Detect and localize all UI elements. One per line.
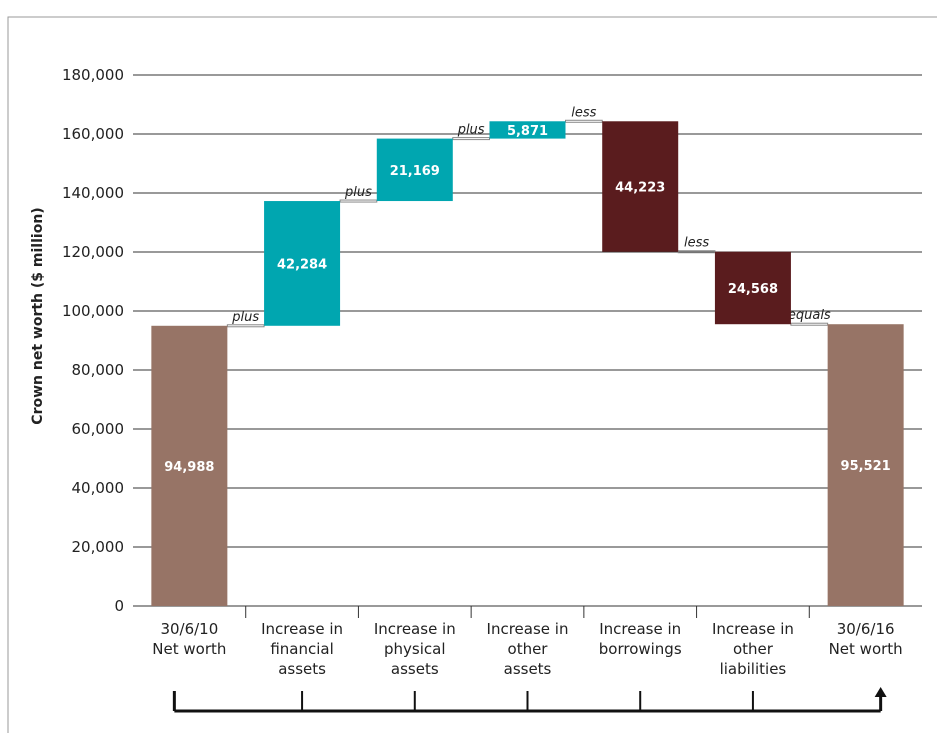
y-tick-label: 80,000 (72, 361, 125, 379)
y-tick-label: 20,000 (72, 538, 125, 556)
connector-label: less (684, 236, 709, 251)
category-label-line: other (508, 640, 549, 658)
bar (714, 251, 791, 325)
bar-value-label: 95,521 (841, 459, 891, 474)
category-label: Increase in physical assets (374, 620, 456, 678)
gridlines (133, 74, 922, 618)
category-label: 30/6/10 Net worth (152, 620, 226, 658)
category-label: Increase in borrowings (599, 620, 682, 658)
bar (264, 201, 341, 326)
category-label-line: Increase in (599, 620, 681, 638)
category-label-line: physical (384, 640, 446, 658)
category-label-line: assets (504, 660, 552, 678)
bar-value-label: 42,284 (277, 257, 327, 272)
category-label-line: other (733, 640, 774, 658)
category-label-line: liabilities (720, 660, 787, 678)
bottom-bracket (172, 687, 887, 713)
category-label-line: assets (391, 660, 439, 678)
category-label-line: Net worth (152, 640, 226, 658)
category-label-line: borrowings (599, 640, 682, 658)
bar-value-label: 44,223 (615, 181, 665, 196)
category-labels: 30/6/10 Net worth Increase in financial asse… (152, 620, 902, 678)
y-tick-label: 0 (114, 597, 124, 615)
y-tick-label: 120,000 (62, 243, 124, 261)
bar-value-label: 24,568 (728, 282, 778, 297)
category-label-line: Net worth (829, 640, 903, 658)
bar (602, 121, 679, 252)
category-label-line: 30/6/10 (160, 620, 218, 638)
bar-value-label: 21,169 (390, 164, 440, 179)
connector-label: plus (457, 123, 485, 138)
category-label-line: 30/6/16 (837, 620, 895, 638)
y-tick-labels: 0 20,000 40,000 60,000 80,000 100,000 120,000 1… (62, 66, 124, 615)
connector-line (339, 199, 378, 203)
y-tick-label: 140,000 (62, 184, 124, 202)
connector-label: equals (788, 308, 831, 323)
connector-label: plus (231, 310, 259, 325)
y-tick-label: 180,000 (62, 66, 124, 84)
category-label-line: assets (278, 660, 326, 678)
bar-value-labels: 94,988 42,284 21,169 5,871 44,223 24,568 95,52… (164, 124, 890, 475)
bar (376, 138, 453, 202)
connector-label: less (571, 105, 596, 120)
category-label-line: Increase in (487, 620, 569, 638)
category-label-line: Increase in (261, 620, 343, 638)
connectors: plus plus plus less less equals (226, 105, 831, 328)
bar-value-label: 5,871 (507, 124, 548, 139)
category-label: Increase in financial assets (261, 620, 343, 678)
outer-border (7, 16, 937, 733)
category-label-line: financial (270, 640, 333, 658)
bar (489, 121, 566, 139)
arrow-up-icon (874, 687, 887, 697)
bar (827, 324, 904, 606)
category-label-line: Increase in (712, 620, 794, 638)
category-label: 30/6/16 Net worth (829, 620, 903, 658)
connector-line (565, 119, 603, 123)
connector-line (452, 137, 490, 141)
connector-label: plus (344, 185, 372, 200)
category-label-line: Increase in (374, 620, 456, 638)
y-axis-label: Crown net worth ($ million) (30, 207, 46, 424)
bars (151, 121, 904, 606)
category-label: Increase in other liabilities (712, 620, 794, 678)
connector-line (790, 322, 829, 326)
y-tick-label: 40,000 (72, 479, 125, 497)
bar (151, 325, 228, 606)
y-tick-label: 100,000 (62, 302, 124, 320)
y-tick-label: 160,000 (62, 125, 124, 143)
category-label: Increase in other assets (487, 620, 569, 678)
bar-value-label: 94,988 (164, 460, 214, 475)
connector-line (226, 324, 265, 328)
y-tick-label: 60,000 (72, 420, 125, 438)
